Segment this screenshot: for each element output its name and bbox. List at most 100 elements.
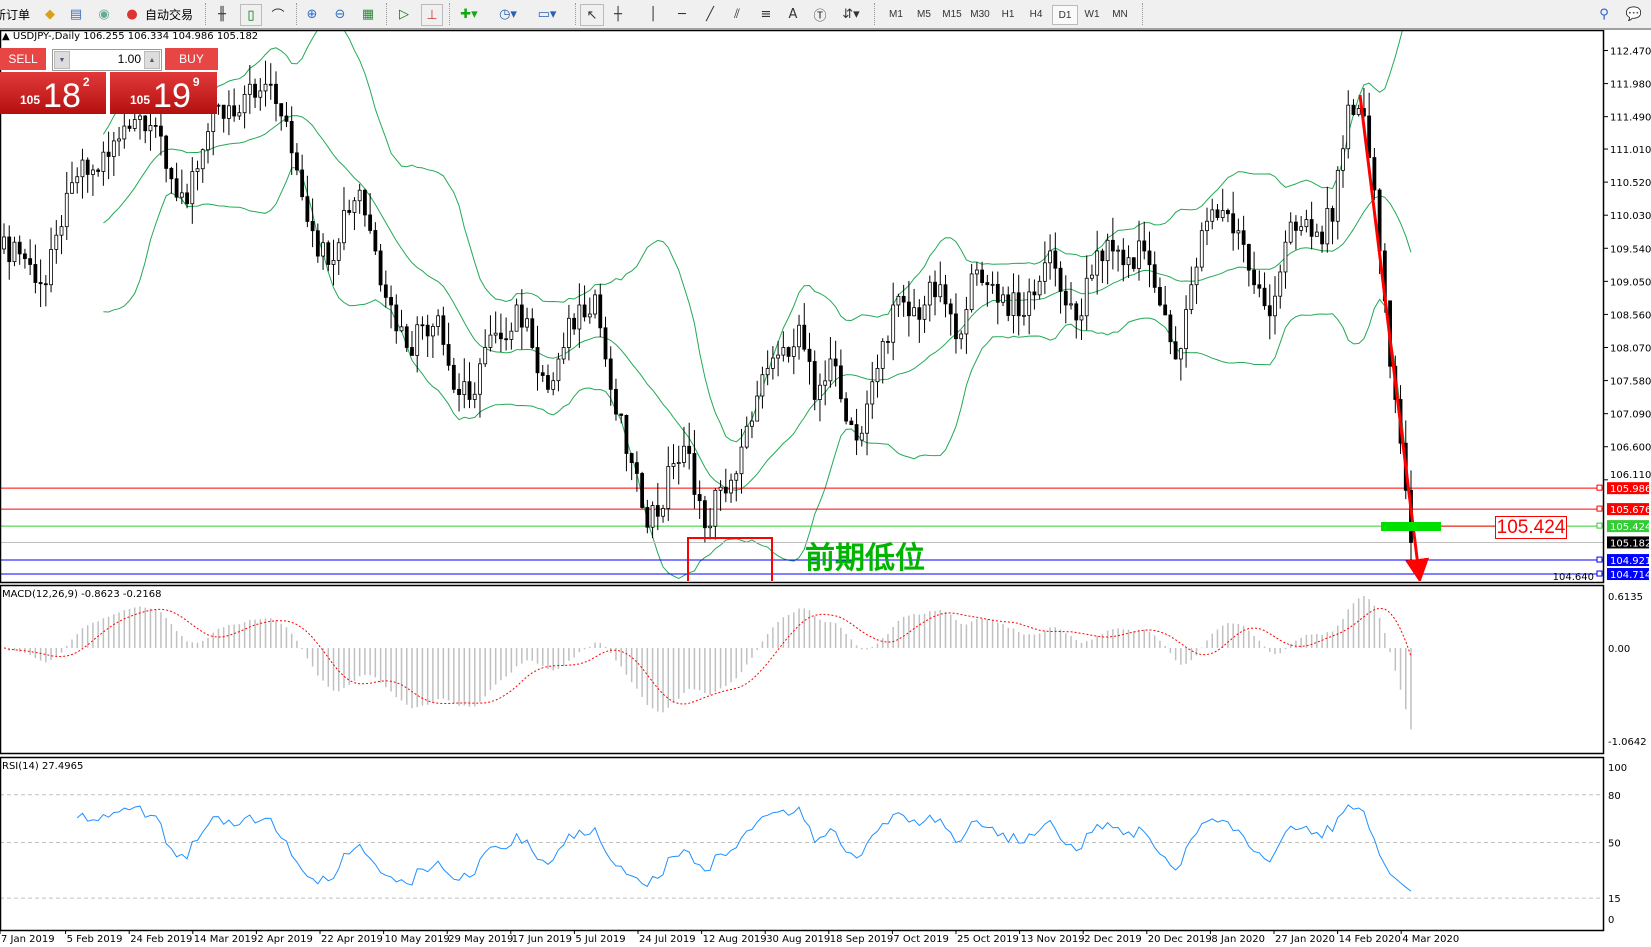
buy-price[interactable]: 105 19 9: [130, 75, 200, 115]
text-label-icon[interactable]: Ⓣ: [813, 8, 827, 24]
candle: [619, 413, 624, 416]
bar-chart-icon[interactable]: ╫: [218, 6, 226, 22]
candle: [995, 283, 1000, 303]
candle: [603, 327, 608, 360]
orders-icon[interactable]: ◆: [45, 6, 55, 22]
candle: [812, 361, 817, 400]
candle: [352, 200, 357, 213]
timeframe-m1[interactable]: M1: [889, 8, 903, 20]
y-tick-label: 111.010: [1610, 145, 1651, 156]
trendline-icon[interactable]: ╱: [706, 6, 714, 22]
candle: [1356, 108, 1361, 115]
x-tick-label: 8 Jan 2020: [1211, 934, 1265, 945]
candle: [1090, 274, 1094, 279]
line-chart-icon[interactable]: ⌒: [271, 8, 285, 24]
candle: [441, 315, 446, 345]
candle: [315, 230, 320, 257]
lot-increase-button[interactable]: ▲: [144, 51, 160, 69]
candle: [415, 324, 420, 356]
candle: [1215, 209, 1220, 218]
candle: [1252, 269, 1256, 286]
sell-button[interactable]: SELL: [0, 48, 46, 70]
search-icon[interactable]: ⚲: [1599, 6, 1609, 22]
candle: [493, 332, 498, 336]
candle: [80, 159, 85, 178]
lot-decrease-button[interactable]: ▼: [54, 51, 70, 69]
horizontal-line-icon[interactable]: ─: [678, 6, 686, 22]
candle: [1199, 230, 1204, 268]
candle: [498, 332, 503, 340]
x-tick-label: 2 Dec 2019: [1084, 934, 1142, 945]
chat-icon[interactable]: 💬: [1625, 6, 1643, 22]
candle: [828, 358, 833, 382]
timeframe-h1[interactable]: H1: [1001, 8, 1015, 20]
rsi-tick-label: 0: [1608, 915, 1614, 926]
candle: [300, 169, 305, 198]
templates-icon[interactable]: ▭▾: [537, 6, 557, 22]
y-tick-label: 106.600: [1610, 443, 1651, 454]
rsi-tick-label: 80: [1608, 791, 1621, 802]
candle: [1299, 226, 1304, 231]
candle: [886, 341, 890, 343]
auto-scroll-icon[interactable]: ▷: [399, 6, 409, 22]
timeframe-w1[interactable]: W1: [1084, 8, 1100, 20]
price-tag: [1607, 568, 1649, 581]
text-icon[interactable]: A: [788, 6, 798, 22]
sell-price-button[interactable]: [0, 72, 106, 114]
signal-icon[interactable]: ◉: [98, 6, 110, 22]
vertical-line-icon[interactable]: │: [649, 6, 657, 22]
lot-value: 1.00: [117, 52, 141, 66]
x-tick-label: 14 Feb 2020: [1339, 934, 1401, 945]
fibonacci-icon[interactable]: ≡: [760, 6, 772, 22]
candle: [1042, 262, 1047, 282]
x-tick-label: 17 Jun 2019: [512, 934, 572, 945]
timeframe-m5[interactable]: M5: [917, 8, 931, 20]
candle: [666, 466, 671, 509]
x-tick-label: 24 Jul 2019: [639, 934, 696, 945]
new-order-button[interactable]: 新订单: [0, 7, 30, 22]
candle: [980, 269, 985, 283]
crosshair-icon[interactable]: ┼: [614, 6, 622, 22]
history-icon[interactable]: ▤: [69, 6, 83, 22]
add-indicator-icon[interactable]: ✚▾: [460, 6, 478, 22]
buy-price-button[interactable]: [110, 72, 217, 114]
timeframe-h4[interactable]: H4: [1029, 8, 1043, 20]
auto-trading-button[interactable]: 自动交易: [144, 7, 193, 22]
candle: [342, 210, 346, 244]
candle: [111, 140, 116, 157]
channel-icon[interactable]: ⫽: [734, 6, 740, 22]
candlestick-icon[interactable]: ▯: [240, 4, 262, 26]
timeframe-m30[interactable]: M30: [970, 8, 990, 20]
candle: [310, 221, 315, 232]
sell-price[interactable]: 105 18 2: [20, 75, 90, 115]
zoom-in-icon[interactable]: ⊕: [306, 6, 318, 22]
candle: [331, 259, 336, 265]
timeframe-d1[interactable]: D1: [1052, 5, 1078, 25]
candle: [1320, 231, 1324, 245]
tile-windows-icon[interactable]: ▦: [361, 6, 375, 22]
candle: [739, 446, 744, 475]
timeframe-mn[interactable]: MN: [1112, 8, 1128, 20]
y-tick-label: 108.560: [1610, 310, 1651, 321]
candle: [791, 346, 796, 357]
rsi-tick-label: 50: [1608, 839, 1621, 850]
arrows-icon[interactable]: ⇵▾: [842, 6, 860, 22]
level-label-105424[interactable]: 105.424: [1495, 516, 1567, 539]
previous-low-annotation[interactable]: 前期低位: [805, 541, 925, 576]
candle: [1048, 250, 1052, 264]
chart-shift-icon[interactable]: ⊥: [421, 4, 443, 26]
candle: [138, 115, 142, 120]
cursor-icon[interactable]: ↖: [580, 4, 604, 26]
y-tick-label: 110.520: [1610, 178, 1651, 189]
candle: [1131, 257, 1136, 269]
collapse-icon[interactable]: ▲: [2, 31, 10, 42]
lot-size-input[interactable]: ▼ 1.00 ▲: [52, 49, 162, 71]
candle: [1022, 314, 1026, 317]
x-tick-label: 7 Oct 2019: [893, 934, 948, 945]
zoom-out-icon[interactable]: ⊖: [334, 6, 346, 22]
timeframe-m15[interactable]: M15: [942, 8, 962, 20]
macd-tick-label: -1.0642: [1608, 737, 1647, 748]
buy-button[interactable]: BUY: [165, 48, 218, 70]
periods-icon[interactable]: ◷▾: [499, 6, 517, 22]
